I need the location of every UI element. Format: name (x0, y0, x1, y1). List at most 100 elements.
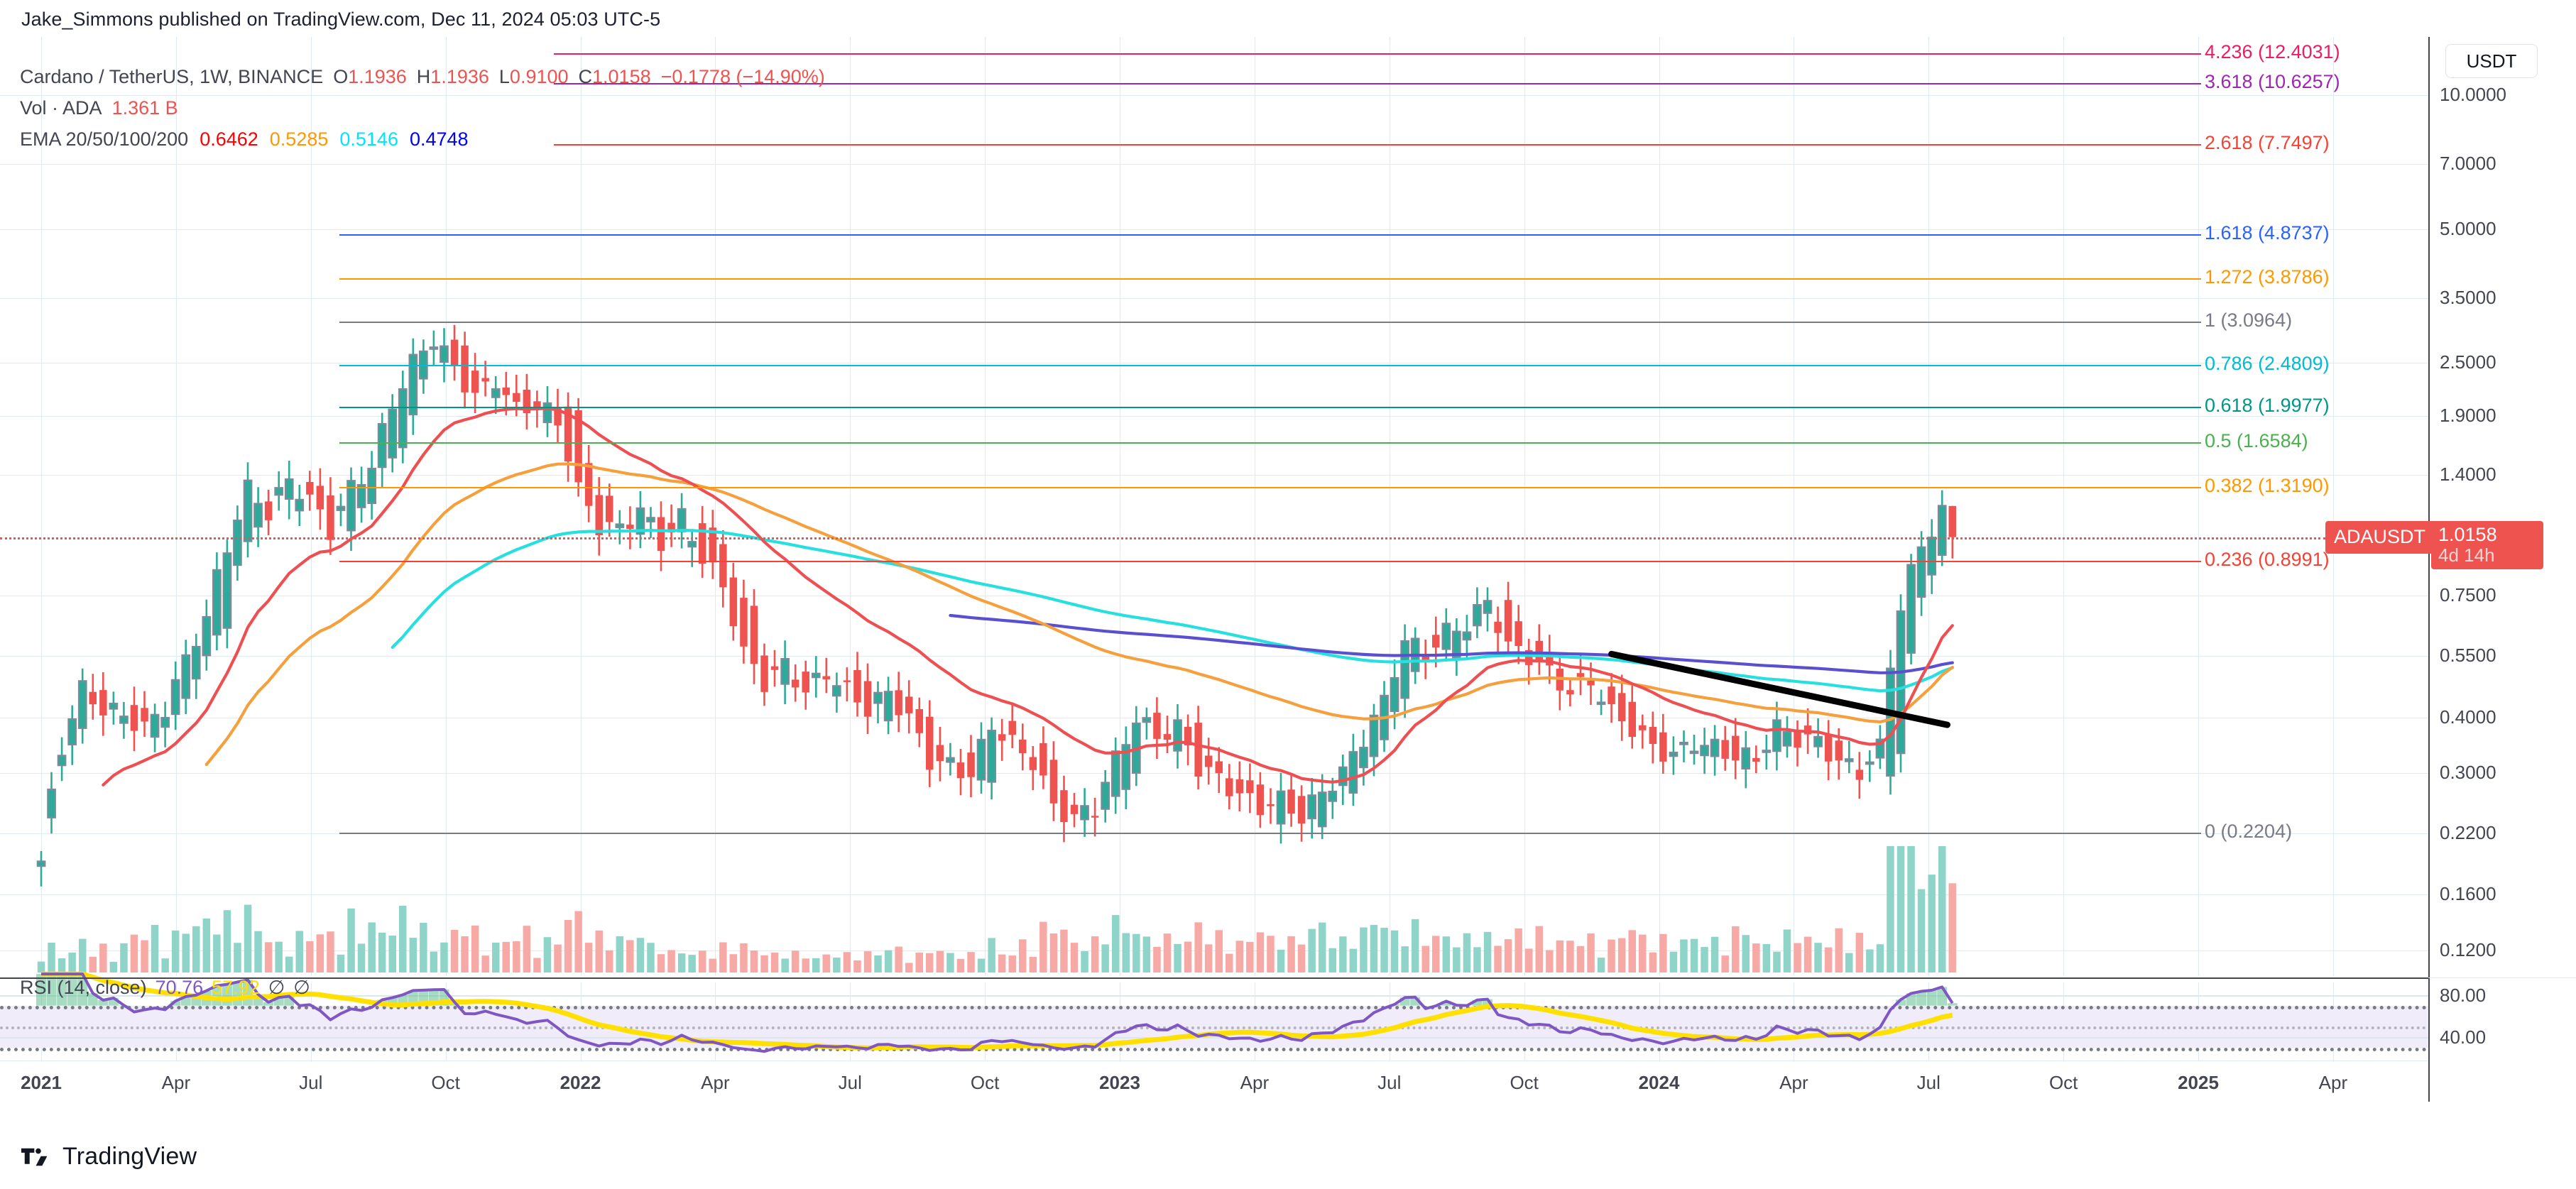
price-axis-tick: 5.0000 (2440, 217, 2496, 239)
price-axis-tick: 7.0000 (2440, 152, 2496, 174)
axis-pane-separator (2428, 977, 2576, 978)
fib-level-line (339, 364, 2201, 366)
fib-level-line (339, 486, 2201, 488)
time-gridline (2198, 37, 2199, 976)
chart-legend: Cardano / TetherUS, 1W, BINANCE O 1.1936 … (20, 61, 825, 155)
time-gridline (445, 37, 447, 976)
ema100-value: 0.5146 (339, 128, 398, 150)
bar-countdown: 4d 14h (2438, 544, 2495, 566)
tradingview-footer: TradingView (21, 1143, 197, 1171)
rsi-pane[interactable] (0, 971, 2428, 1061)
fib-level-line (339, 278, 2201, 280)
time-gridline (850, 37, 851, 976)
rsi-na-2-icon: ∅ (293, 977, 310, 998)
price-axis-tick: 0.5500 (2440, 644, 2496, 666)
price-gridline (0, 416, 2428, 417)
fib-level-label: 3.618 (10.6257) (2205, 71, 2340, 93)
time-axis-label: 2025 (2178, 1072, 2219, 1093)
price-pane[interactable] (0, 37, 2428, 976)
rsi-na-1-icon: ∅ (268, 977, 285, 998)
fib-level-line (554, 53, 2201, 55)
fib-level-label: 1.618 (4.8737) (2205, 221, 2330, 243)
time-axis-label: Apr (2318, 1072, 2348, 1093)
time-gridline (715, 37, 716, 976)
time-axis-label: 2022 (560, 1072, 601, 1093)
ohlc-open-value: 1.1936 (348, 66, 407, 87)
time-axis-label: Jul (1916, 1072, 1941, 1093)
fib-level-label: 0 (0.2204) (2205, 821, 2293, 842)
attribution-text: Jake_Simmons published on TradingView.co… (21, 9, 661, 30)
price-axis-tick: 10.0000 (2440, 83, 2506, 105)
ohlc-high-value: 1.1936 (430, 66, 489, 87)
price-axis-tick: 0.1200 (2440, 938, 2496, 960)
ema-label: EMA 20/50/100/200 (20, 128, 189, 150)
fib-level-line (339, 833, 2201, 834)
time-axis-label: Oct (2048, 1072, 2078, 1093)
ema50-value: 0.5285 (269, 128, 329, 150)
time-axis-label: Oct (431, 1072, 460, 1093)
price-axis-tick: 3.5000 (2440, 286, 2496, 308)
legend-row-symbol[interactable]: Cardano / TetherUS, 1W, BINANCE O 1.1936 … (20, 61, 825, 92)
price-axis[interactable]: 10.0000 7.0000 5.0000 3.5000 2.5000 1.9000 1.4… (2428, 37, 2576, 1102)
time-gridline (1659, 37, 1660, 976)
volume-label: Vol · ADA (20, 97, 102, 119)
rsi-legend[interactable]: RSI (14, close) 70.76 57.92 ∅ ∅ (20, 977, 319, 999)
time-gridline (310, 37, 312, 976)
time-gridline (2063, 37, 2065, 976)
fib-level-label: 0.786 (2.4809) (2205, 352, 2330, 374)
price-gridline (0, 229, 2428, 230)
ohlc-open-key: O (333, 66, 349, 87)
fib-level-label: 1.272 (3.8786) (2205, 265, 2330, 287)
rsi-series-layer[interactable] (0, 971, 2428, 1061)
volume-value: 1.361 B (111, 97, 178, 119)
price-axis-tick: 0.1600 (2440, 883, 2496, 905)
price-axis-tick: 2.5000 (2440, 351, 2496, 373)
price-series-layer[interactable] (0, 37, 2428, 976)
time-axis-label: Apr (161, 1072, 191, 1093)
time-axis-label: Apr (701, 1072, 730, 1093)
time-axis[interactable]: 2021 Apr Jul Oct 2022 Apr Jul Oct 2023 Apr Jul Oct 2… (0, 1062, 2428, 1106)
time-gridline (985, 37, 986, 976)
symbol-price-tag[interactable]: ADAUSDT (2325, 520, 2435, 554)
fib-level-label: 4.236 (12.4031) (2205, 41, 2340, 63)
rsi-label: RSI (14, close) (20, 977, 147, 998)
ema20-value: 0.6462 (200, 128, 258, 150)
time-gridline (2332, 37, 2334, 976)
pane-separator[interactable] (0, 977, 2428, 979)
time-axis-label: Apr (1779, 1072, 1808, 1093)
ohlc-high-key: H (416, 66, 431, 87)
price-gridline (0, 94, 2428, 96)
rsi-level-line (0, 1026, 2428, 1030)
time-axis-label: 2023 (1099, 1072, 1140, 1093)
current-price-badge[interactable]: 1.0158 4d 14h (2431, 520, 2543, 569)
time-axis-label: 2021 (21, 1072, 62, 1093)
price-gridline (0, 475, 2428, 476)
time-gridline (1928, 37, 1930, 976)
ohlc-change: −0.1778 (−14.90%) (660, 66, 825, 87)
currency-badge[interactable]: USDT (2445, 44, 2538, 78)
price-gridline (0, 163, 2428, 165)
legend-row-ema[interactable]: EMA 20/50/100/200 0.6462 0.5285 0.5146 0… (20, 124, 825, 155)
price-gridline (0, 297, 2428, 299)
fib-level-label: 0.382 (1.3190) (2205, 474, 2330, 496)
price-gridline (0, 773, 2428, 774)
fib-level-label: 0.618 (1.9977) (2205, 394, 2330, 416)
tradingview-logo-icon (21, 1148, 48, 1166)
legend-row-volume[interactable]: Vol · ADA 1.361 B (20, 92, 825, 124)
fib-level-line (554, 83, 2201, 85)
time-gridline (175, 37, 177, 976)
price-gridline (0, 655, 2428, 657)
time-axis-label: Jul (838, 1072, 862, 1093)
chart-frame[interactable] (0, 37, 2428, 1061)
symbol-title: Cardano / TetherUS, 1W, BINANCE (20, 66, 324, 87)
time-axis-label: Oct (1510, 1072, 1539, 1093)
time-axis-label: Jul (299, 1072, 323, 1093)
time-gridline (41, 37, 42, 976)
fib-level-line (339, 442, 2201, 444)
fib-level-line (554, 144, 2201, 146)
fib-level-label: 0.236 (0.8991) (2205, 549, 2330, 570)
fib-level-line (339, 234, 2201, 236)
tradingview-brand-text: TradingView (62, 1143, 197, 1170)
fib-level-label: 2.618 (7.7497) (2205, 132, 2330, 154)
